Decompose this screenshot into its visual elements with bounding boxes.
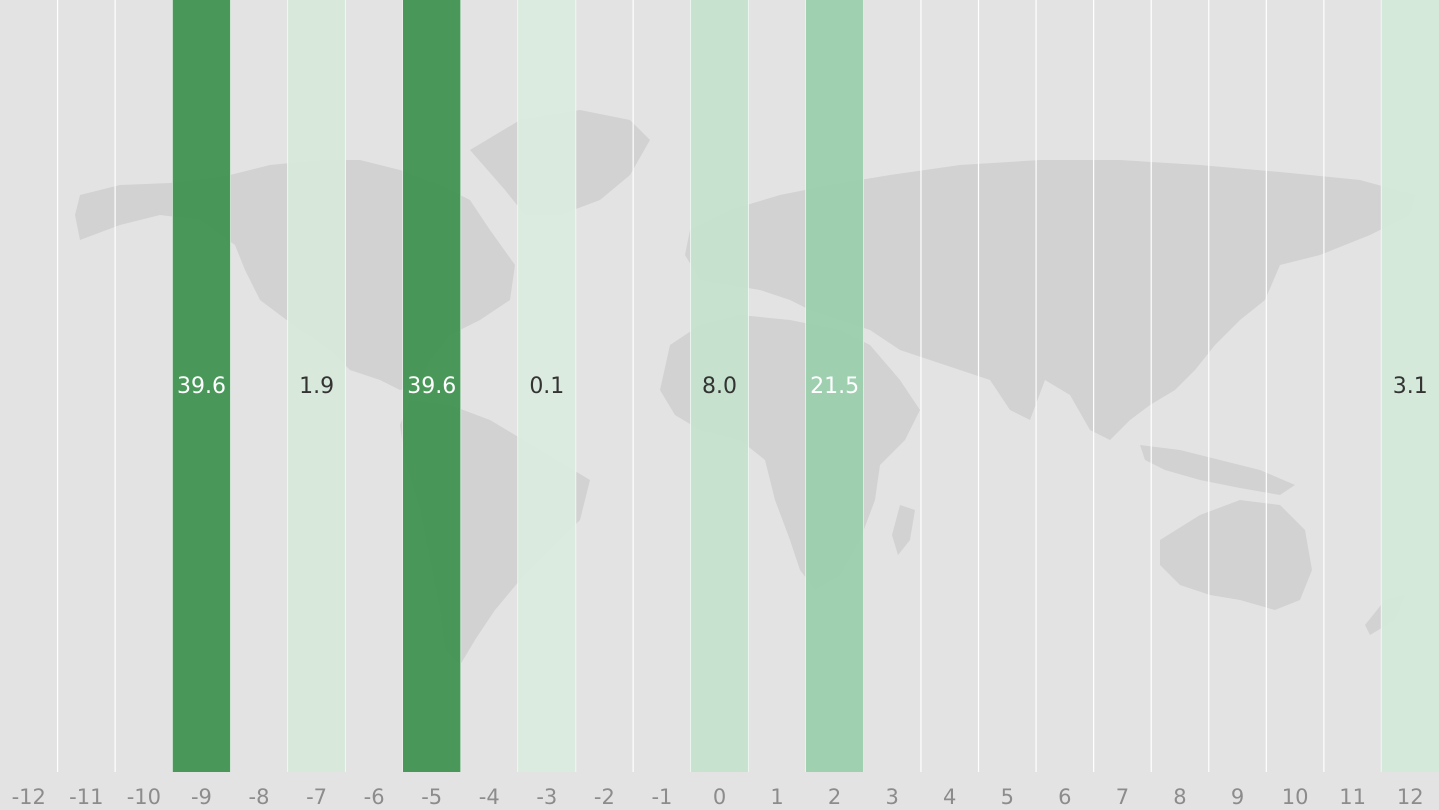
x-tick-label: -6 <box>364 785 385 809</box>
x-tick-label: 3 <box>885 785 898 809</box>
map-madagascar <box>892 505 915 555</box>
bar-value-label: 21.5 <box>810 374 859 399</box>
x-tick-label: 2 <box>828 785 841 809</box>
x-tick-label: 12 <box>1397 785 1424 809</box>
bar-value-label: 39.6 <box>177 374 226 399</box>
x-tick-label: 8 <box>1173 785 1186 809</box>
x-tick-label: -2 <box>594 785 615 809</box>
bar-utc-minus-3[interactable] <box>518 0 576 772</box>
x-tick-label: 5 <box>1001 785 1014 809</box>
bar-labels: 39.6 1.9 39.6 0.1 8.0 21.5 3.1 <box>177 374 1428 399</box>
bar-utc-minus-9[interactable] <box>172 0 231 772</box>
bar-value-label: 8.0 <box>702 374 737 399</box>
x-tick-label: -1 <box>651 785 672 809</box>
bar-value-label: 1.9 <box>299 374 334 399</box>
x-tick-label: 0 <box>713 785 726 809</box>
x-tick-label: -12 <box>12 785 46 809</box>
map-australia <box>1160 500 1312 610</box>
x-tick-label: 10 <box>1282 785 1309 809</box>
x-tick-label: -7 <box>306 785 327 809</box>
bar-utc-0[interactable] <box>690 0 749 772</box>
bar-utc-2[interactable] <box>805 0 864 772</box>
x-tick-label: -4 <box>479 785 500 809</box>
x-tick-label: 4 <box>943 785 956 809</box>
x-tick-label: 9 <box>1231 785 1244 809</box>
bar-value-label: 0.1 <box>529 374 564 399</box>
x-tick-label: -10 <box>127 785 161 809</box>
map-eurasia <box>685 160 1415 440</box>
bar-utc-minus-5[interactable] <box>402 0 461 772</box>
map-southeast-asia <box>1140 445 1295 495</box>
x-tick-label: -11 <box>69 785 103 809</box>
x-axis-ticks: -12 -11 -10 -9 -8 -7 -6 -5 -4 -3 -2 -1 0 1 2 3 4 5 6 7 8 9 10 1… <box>12 785 1424 809</box>
x-tick-label: -8 <box>249 785 270 809</box>
bar-value-label: 3.1 <box>1393 374 1428 399</box>
x-tick-label: 7 <box>1116 785 1129 809</box>
x-tick-label: 11 <box>1339 785 1366 809</box>
bar-utc-12[interactable] <box>1381 0 1439 772</box>
x-tick-label: -3 <box>536 785 557 809</box>
x-tick-label: -9 <box>191 785 212 809</box>
bar-value-label: 39.6 <box>407 374 456 399</box>
bars <box>172 0 1439 772</box>
bar-utc-minus-7[interactable] <box>287 0 346 772</box>
x-tick-label: -5 <box>421 785 442 809</box>
x-tick-label: 6 <box>1058 785 1071 809</box>
x-tick-label: 1 <box>770 785 783 809</box>
